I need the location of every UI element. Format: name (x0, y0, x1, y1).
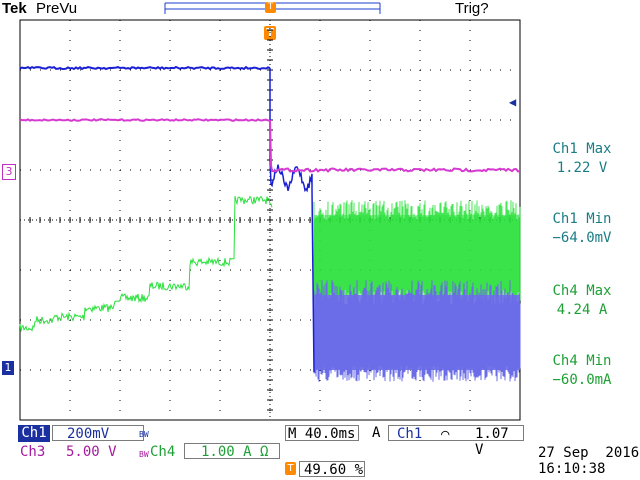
trigger-settings-box[interactable]: Ch1 ⌒ 1.07 V (388, 425, 524, 458)
measurement-ch4-max[interactable]: Ch4 Max 4.24 A (526, 282, 638, 320)
timebase-box[interactable]: M 40.0ms (285, 425, 359, 442)
ch4-scale-value: 1.00 A Ω (201, 444, 269, 460)
ch3-trace-high (19, 118, 271, 122)
measurement-value: −60.0mA (552, 372, 612, 388)
measurement-ch1-max[interactable]: Ch1 Max 1.22 V (526, 140, 638, 178)
time-display: 16:10:38 (538, 461, 606, 477)
ch1-noise-trace (313, 279, 521, 382)
trigger-position-marker-top: T (265, 2, 276, 13)
trigger-position-value: 49.60 % (304, 462, 364, 478)
ch4-scale-box[interactable]: 1.00 A Ω (184, 443, 280, 460)
measurement-label: Ch4 Max (552, 283, 612, 299)
ch3-label[interactable]: Ch3 (20, 444, 46, 460)
ch1-trigger-level-arrow: ◀ (509, 95, 517, 109)
brand-label: Tek (2, 0, 27, 17)
ch4-noise-trace (313, 200, 521, 305)
trigger-position-box[interactable]: 49.60 % (299, 461, 365, 478)
ch3-trace-low (269, 119, 521, 173)
trigger-status: Trig? (455, 0, 489, 17)
measurement-label: Ch1 Max (552, 141, 612, 157)
trigger-level: 1.07 V (475, 426, 509, 458)
ch3-bandwidth-mark: BW (139, 450, 149, 459)
measurement-label: Ch4 Min (552, 353, 612, 369)
ch4-ramp-trace (19, 195, 273, 332)
waveforms (19, 65, 521, 382)
acquisition-mode: PreVu (36, 0, 78, 17)
measurement-value: −64.0mV (552, 230, 612, 246)
ch1-bandwidth-mark: BW (139, 430, 149, 439)
trigger-source: Ch1 (397, 426, 423, 442)
measurement-ch1-min[interactable]: Ch1 Min −64.0mV (526, 210, 638, 248)
ch3-scale-value[interactable]: 5.00 V (66, 444, 117, 460)
measurement-ch4-min[interactable]: Ch4 Min −60.0mA (526, 352, 638, 390)
measurement-label: Ch1 Min (552, 211, 612, 227)
ch1-scale-box[interactable]: 200mV (52, 425, 144, 442)
ch1-label-badge[interactable]: Ch1 (18, 425, 50, 442)
timebase-value: M 40.0ms (288, 426, 356, 442)
ch4-noise-band (314, 215, 520, 295)
ch3-ground-marker[interactable]: 3 (2, 164, 16, 180)
measurement-value: 4.24 A (556, 302, 608, 318)
measurement-value: 1.22 V (556, 160, 608, 176)
ch1-scale-value: 200mV (67, 426, 110, 442)
ch4-label[interactable]: Ch4 (150, 444, 176, 460)
trigger-slope-icon: ⌒ (441, 426, 450, 442)
date-display: 27 Sep 2016 (538, 445, 640, 461)
ch1-ground-marker[interactable]: 1 (2, 361, 14, 375)
ch1-trace-high (19, 65, 271, 71)
trigger-position-icon: T (285, 462, 296, 475)
acquisition-state: A (372, 425, 381, 441)
